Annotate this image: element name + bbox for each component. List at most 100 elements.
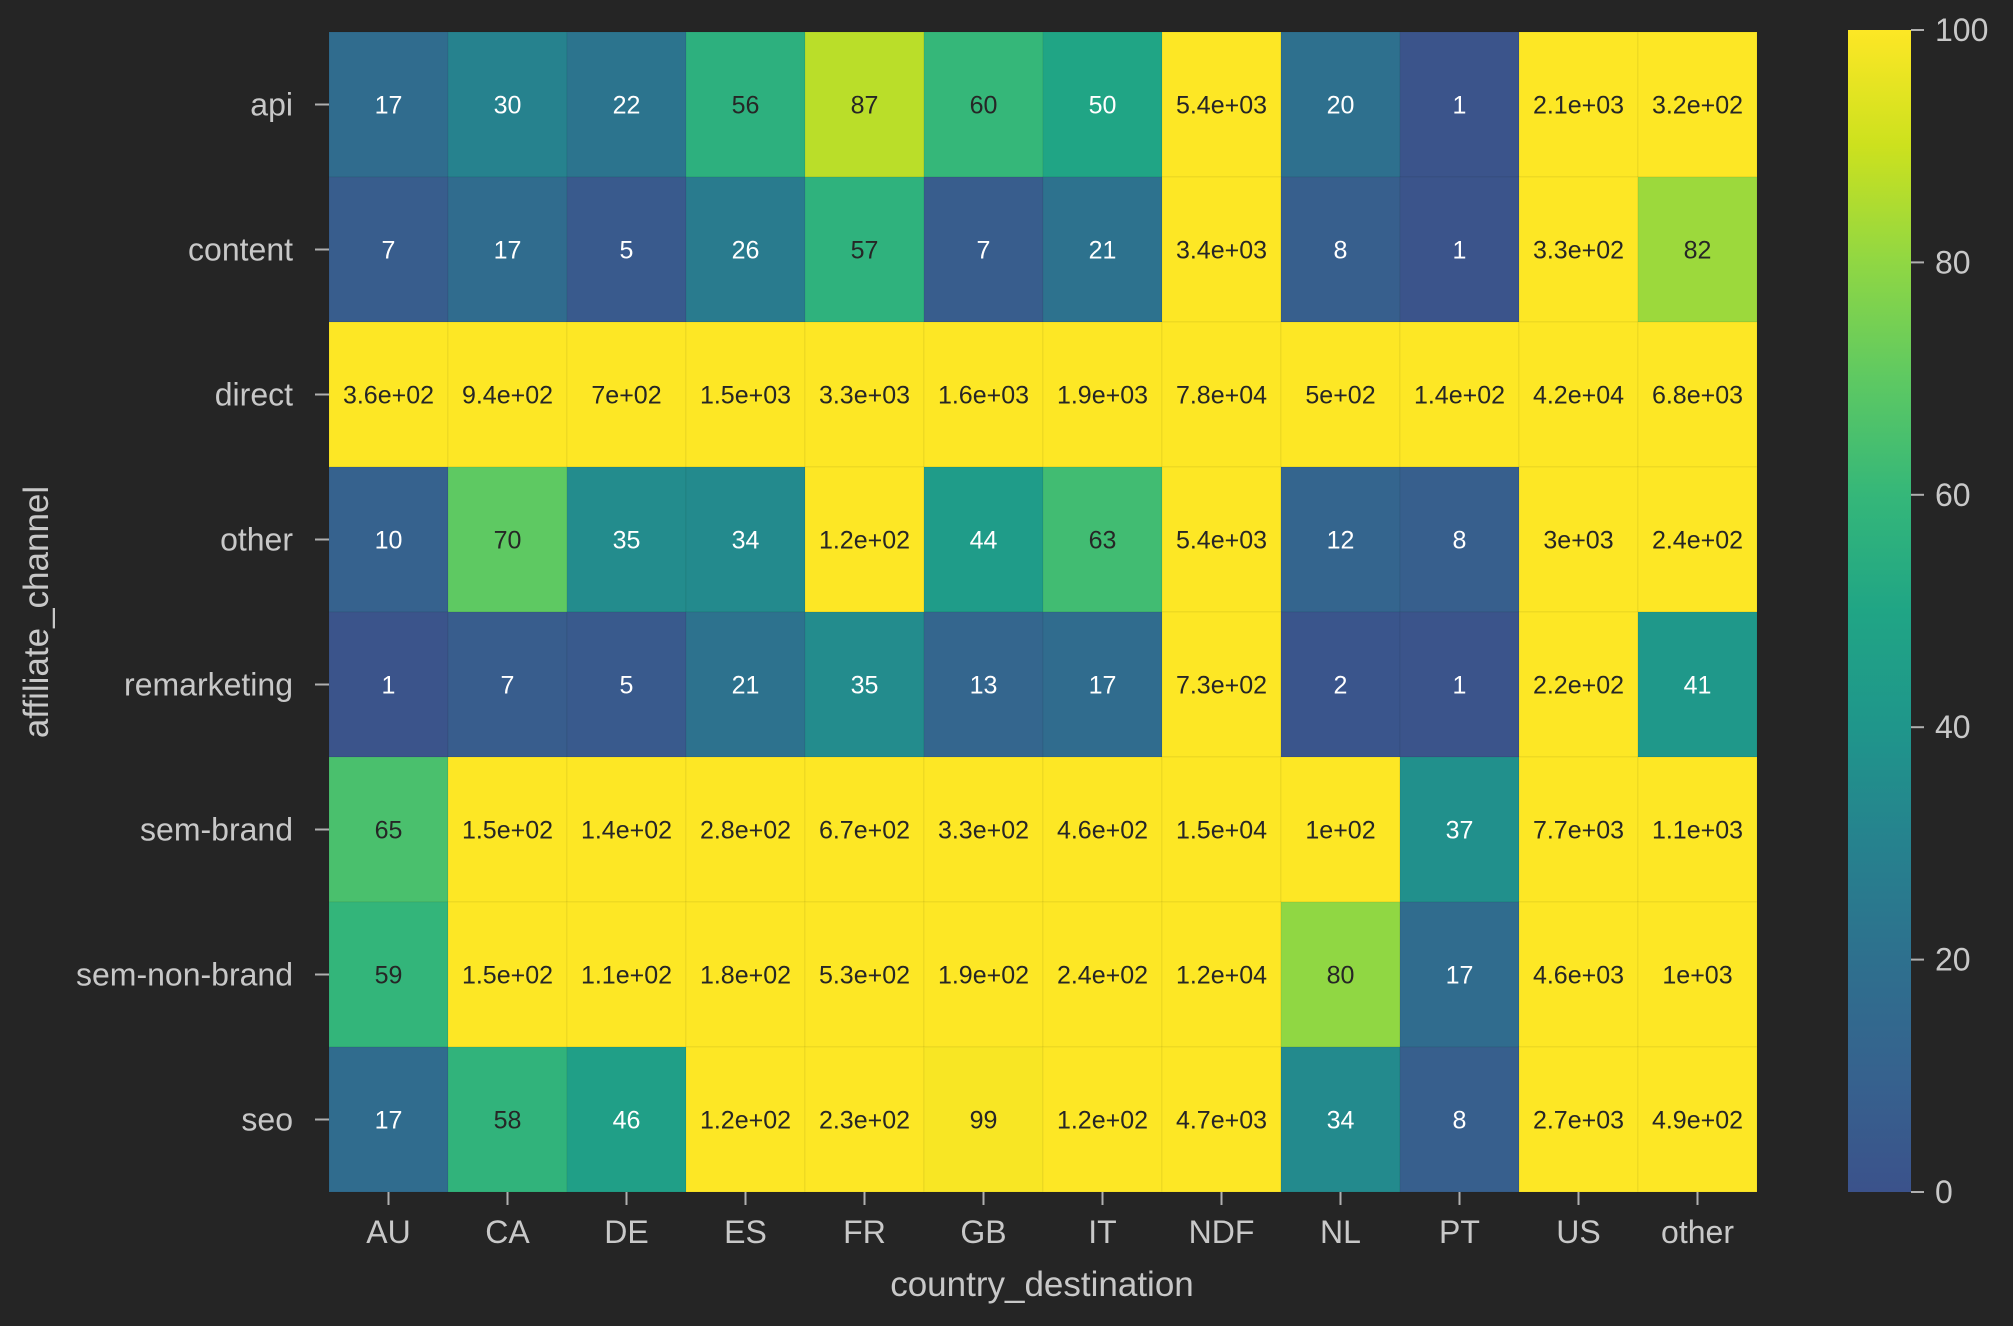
heatmap-cell	[1637, 466, 1758, 613]
cell-value-label: 1.2e+02	[819, 527, 910, 555]
cell-value-label: 17	[375, 1107, 403, 1135]
cell-value-label: 3.4e+03	[1176, 237, 1267, 265]
heatmap-cell	[1280, 756, 1401, 903]
x-tick-label: FR	[843, 1214, 886, 1250]
cell-value-label: 7.7e+03	[1533, 817, 1624, 845]
heatmap-cell	[685, 611, 806, 758]
cell-value-label: 99	[970, 1107, 998, 1135]
heatmap-cell	[923, 611, 1044, 758]
cell-value-label: 17	[375, 92, 403, 120]
cell-value-label: 30	[494, 92, 522, 120]
heatmap-cell	[1161, 1046, 1282, 1193]
y-tick-label: remarketing	[124, 667, 293, 703]
cell-value-label: 35	[851, 672, 879, 700]
cell-value-label: 1.9e+03	[1057, 382, 1148, 410]
heatmap-cell	[447, 31, 568, 178]
cell-value-label: 4.7e+03	[1176, 1107, 1267, 1135]
y-tick-label: sem-non-brand	[76, 957, 293, 993]
heatmap-cell	[447, 466, 568, 613]
heatmap-cell	[923, 901, 1044, 1048]
cell-value-label: 6.8e+03	[1652, 382, 1743, 410]
cell-value-label: 59	[375, 962, 403, 990]
cell-value-label: 3.3e+02	[1533, 237, 1624, 265]
heatmap-cell	[1280, 176, 1401, 323]
cell-value-label: 10	[375, 527, 403, 555]
x-tick-label: PT	[1439, 1214, 1480, 1250]
heatmap-cell	[566, 176, 687, 323]
heatmap-cell	[1042, 901, 1163, 1048]
cell-value-label: 37	[1446, 817, 1474, 845]
cell-value-label: 3.6e+02	[343, 382, 434, 410]
cell-value-label: 2.4e+02	[1652, 527, 1743, 555]
cell-value-label: 46	[613, 1107, 641, 1135]
x-tick-label: DE	[604, 1214, 648, 1250]
x-tick-label: NL	[1320, 1214, 1361, 1250]
cell-value-label: 1.8e+02	[700, 962, 791, 990]
heatmap-cell	[328, 321, 449, 468]
heatmap-cell	[566, 611, 687, 758]
heatmap-cell	[328, 466, 449, 613]
cell-value-label: 60	[970, 92, 998, 120]
heatmap-cell	[447, 1046, 568, 1193]
cell-value-label: 5	[620, 237, 634, 265]
heatmap-cell	[1518, 901, 1639, 1048]
heatmap-cell	[328, 611, 449, 758]
cell-value-label: 8	[1453, 1107, 1467, 1135]
heatmap-cell	[1280, 466, 1401, 613]
cell-value-label: 87	[851, 92, 879, 120]
cell-value-label: 50	[1089, 92, 1117, 120]
heatmap-cell	[1399, 466, 1520, 613]
cell-value-label: 2.3e+02	[819, 1107, 910, 1135]
colorbar-tick-label: 60	[1935, 477, 1971, 513]
heatmap-cell	[804, 611, 925, 758]
heatmap-cell-labels: 17 30 22 56 87 60 50 5.4e+03 20 1 2.1e+03 3.2e+027 1…	[343, 92, 1743, 1135]
heatmap-cell	[1518, 321, 1639, 468]
cell-value-label: 1	[382, 672, 396, 700]
heatmap-cell	[804, 901, 925, 1048]
heatmap-cell	[685, 756, 806, 903]
cell-value-label: 2	[1334, 672, 1348, 700]
x-tick-label: US	[1556, 1214, 1600, 1250]
cell-value-label: 70	[494, 527, 522, 555]
cell-value-label: 44	[970, 527, 998, 555]
x-tick-label: IT	[1088, 1214, 1116, 1250]
cell-value-label: 9.4e+02	[462, 382, 553, 410]
cell-value-label: 3.3e+03	[819, 382, 910, 410]
heatmap-cell	[1637, 1046, 1758, 1193]
heatmap-cell	[1042, 31, 1163, 178]
heatmap-cell	[804, 321, 925, 468]
y-axis-label: affiliate_channel	[17, 486, 56, 738]
cell-value-label: 56	[732, 92, 760, 120]
cell-value-label: 4.2e+04	[1533, 382, 1624, 410]
cell-value-label: 7.3e+02	[1176, 672, 1267, 700]
heatmap-cell	[685, 901, 806, 1048]
heatmap-cell	[804, 1046, 925, 1193]
heatmap-cell	[1042, 466, 1163, 613]
heatmap-cell	[923, 466, 1044, 613]
y-tick-label: seo	[241, 1102, 293, 1138]
x-tick-label: ES	[724, 1214, 767, 1250]
heatmap-cell	[1161, 901, 1282, 1048]
heatmap-cell	[1637, 176, 1758, 323]
cell-value-label: 2.4e+02	[1057, 962, 1148, 990]
heatmap-cell	[1280, 321, 1401, 468]
cell-value-label: 82	[1684, 237, 1712, 265]
heatmap-cell	[566, 31, 687, 178]
cell-value-label: 41	[1684, 672, 1712, 700]
cell-value-label: 1	[1453, 672, 1467, 700]
heatmap-cell	[1399, 611, 1520, 758]
heatmap-cell	[685, 176, 806, 323]
heatmap-cell	[923, 756, 1044, 903]
heatmap-cell	[447, 176, 568, 323]
cell-value-label: 7	[382, 237, 396, 265]
cell-value-label: 1.2e+02	[700, 1107, 791, 1135]
x-tick-label: CA	[485, 1214, 530, 1250]
cell-value-label: 1	[1453, 92, 1467, 120]
cell-value-label: 1e+02	[1305, 817, 1375, 845]
heatmap-cell	[1399, 176, 1520, 323]
cell-value-label: 7.8e+04	[1176, 382, 1267, 410]
heatmap-cell	[447, 756, 568, 903]
x-tick-label: GB	[960, 1214, 1006, 1250]
